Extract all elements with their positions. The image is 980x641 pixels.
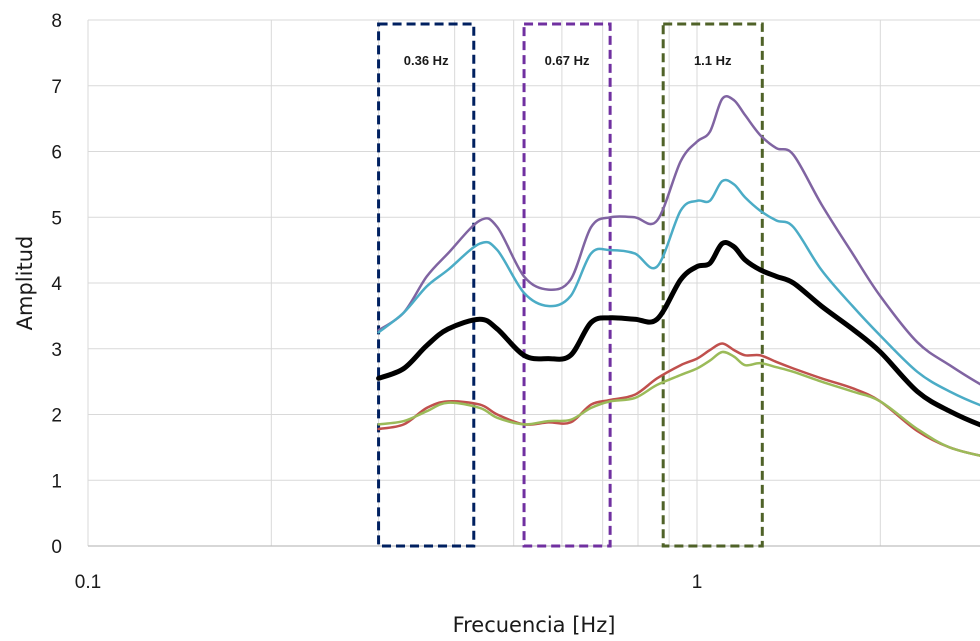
y-tick-label: 3 (51, 340, 62, 361)
series-line-3 (376, 240, 980, 428)
series-line-4 (377, 342, 980, 457)
plot-grid (87, 19, 980, 547)
highlight-box (661, 22, 764, 548)
x-tick-label: 0.1 (75, 572, 101, 593)
series-line-5 (377, 350, 980, 457)
y-tick-label: 6 (51, 143, 62, 164)
frequency-highlight-boxes: 0.36 Hz 0.67 Hz 1.1 Hz (377, 22, 764, 548)
x-axis-ticks: 0.1 1 (75, 572, 703, 593)
highlight-box-label: 0.36 Hz (404, 53, 449, 68)
x-axis-title: Frecuencia [Hz] (453, 613, 616, 637)
series-line-2 (377, 178, 980, 407)
y-axis-title: Amplitud (13, 236, 37, 331)
x-tick-label: 1 (692, 572, 703, 593)
highlight-box-label: 0.67 Hz (545, 53, 590, 68)
y-tick-label: 2 (51, 406, 62, 427)
y-tick-label: 4 (51, 274, 62, 295)
y-tick-label: 8 (51, 11, 62, 32)
highlight-box (377, 22, 476, 548)
series-line-1 (377, 95, 980, 386)
y-tick-label: 1 (51, 471, 62, 492)
y-tick-label: 7 (51, 77, 62, 98)
highlight-box (522, 22, 612, 548)
series-lines (376, 95, 980, 457)
y-tick-label: 5 (51, 208, 62, 229)
y-tick-label: 0 (51, 537, 62, 558)
highlight-box-label: 1.1 Hz (694, 53, 732, 68)
y-axis-ticks: 0 1 2 3 4 5 6 7 8 (51, 11, 62, 558)
